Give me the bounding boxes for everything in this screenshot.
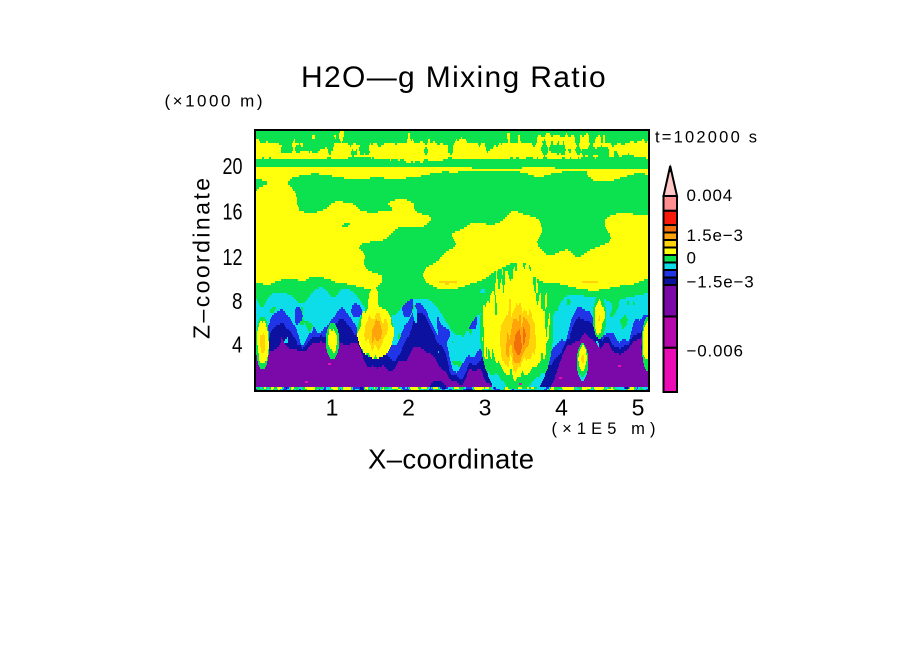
svg-text:−1.5e−3: −1.5e−3 [687, 273, 755, 292]
svg-text:2: 2 [402, 395, 415, 421]
svg-text:X–coordinate: X–coordinate [368, 444, 534, 475]
svg-text:3: 3 [479, 395, 492, 421]
svg-text:20: 20 [223, 153, 243, 179]
svg-text:(×1000 m): (×1000 m) [165, 92, 263, 111]
svg-text:1.5e−3: 1.5e−3 [687, 226, 744, 245]
svg-text:12: 12 [223, 244, 243, 270]
svg-text:1: 1 [326, 395, 339, 421]
svg-text:4: 4 [232, 332, 243, 358]
svg-text:16: 16 [223, 198, 243, 224]
svg-text:Z–coordinate: Z–coordinate [189, 178, 215, 339]
svg-text:0: 0 [687, 249, 697, 268]
svg-text:H2O—g Mixing Ratio: H2O—g Mixing Ratio [301, 61, 607, 94]
svg-text:−0.006: −0.006 [687, 342, 744, 361]
svg-text:8: 8 [232, 288, 243, 314]
svg-text:4: 4 [555, 395, 568, 421]
svg-text:0.004: 0.004 [687, 186, 734, 205]
svg-text:5: 5 [632, 395, 645, 421]
